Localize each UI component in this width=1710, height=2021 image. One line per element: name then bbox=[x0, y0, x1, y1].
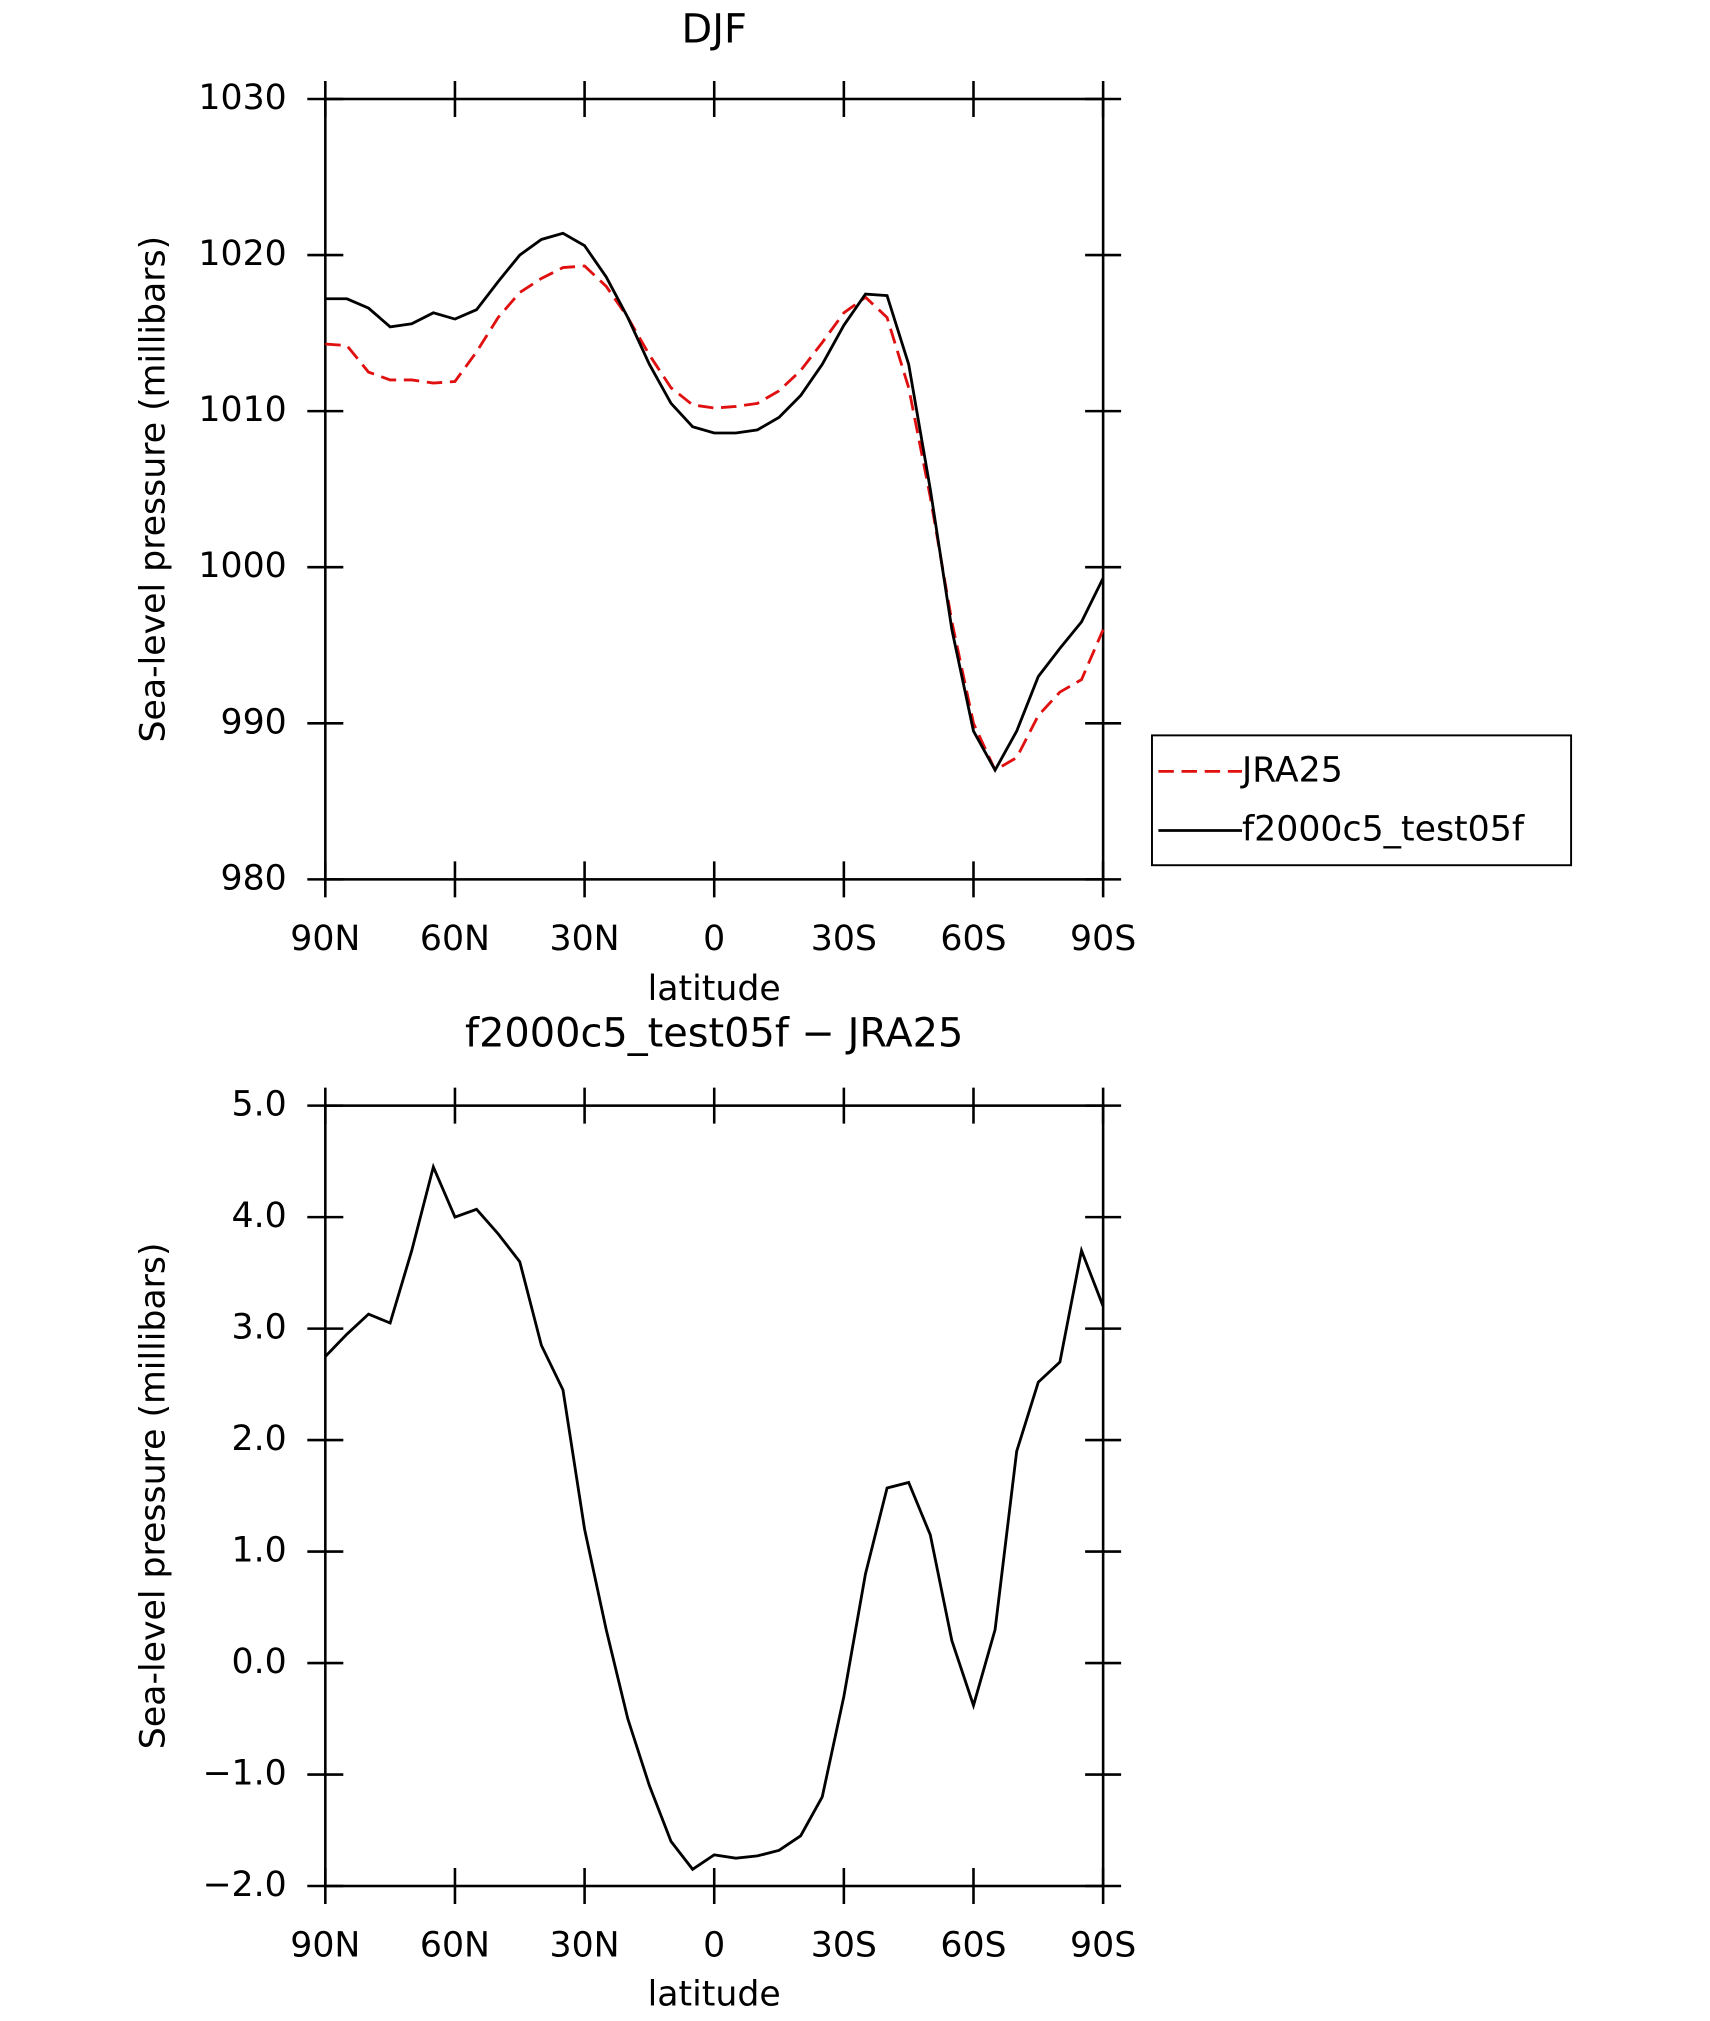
x-tick-label: 30N bbox=[550, 919, 620, 959]
x-tick-label: 90N bbox=[290, 1925, 360, 1965]
x-tick-label: 0 bbox=[703, 1925, 725, 1965]
data-line bbox=[325, 264, 1105, 773]
y-tick-label: 1010 bbox=[198, 390, 286, 430]
x-tick-label: 30S bbox=[811, 919, 877, 959]
x-tick-label: 30N bbox=[550, 1925, 620, 1965]
y-tick-label: −1.0 bbox=[202, 1754, 286, 1794]
y-tick-label: 990 bbox=[221, 702, 287, 742]
y-tick-label: 1030 bbox=[198, 78, 286, 118]
x-tick-label: 90S bbox=[1070, 919, 1136, 959]
y-tick-label: 4.0 bbox=[232, 1196, 287, 1236]
legend-label: f2000c5_test05f bbox=[1242, 810, 1525, 850]
plot-frame bbox=[324, 97, 1105, 881]
x-tick-label: 60S bbox=[940, 1925, 1006, 1965]
y-tick-label: 1000 bbox=[198, 546, 286, 586]
data-line bbox=[324, 1162, 1105, 1872]
data-line bbox=[325, 231, 1105, 774]
y-tick-label: −2.0 bbox=[202, 1865, 286, 1905]
x-tick-label: 60S bbox=[940, 919, 1006, 959]
y-axis-label: Sea-level pressure (millibars) bbox=[133, 1242, 173, 1749]
legend-box bbox=[1151, 734, 1573, 867]
x-tick-label: 60N bbox=[420, 919, 490, 959]
x-tick-label: 60N bbox=[420, 1925, 490, 1965]
y-axis-label: Sea-level pressure (millibars) bbox=[133, 236, 173, 743]
x-tick-label: 30S bbox=[811, 1925, 877, 1965]
y-tick-label: 5.0 bbox=[232, 1085, 287, 1125]
plot-frame bbox=[324, 1104, 1105, 1888]
y-tick-label: 3.0 bbox=[232, 1308, 287, 1348]
legend-label: JRA25 bbox=[1240, 750, 1343, 790]
chart-title: DJF bbox=[682, 7, 747, 53]
x-axis-label: latitude bbox=[648, 1974, 781, 2014]
x-tick-label: 0 bbox=[703, 919, 725, 959]
chart-title: f2000c5_test05f − JRA25 bbox=[465, 1011, 963, 1057]
x-tick-label: 90S bbox=[1070, 1925, 1136, 1965]
y-tick-label: 980 bbox=[221, 858, 287, 898]
y-tick-label: 0.0 bbox=[232, 1642, 287, 1682]
y-tick-label: 2.0 bbox=[232, 1419, 287, 1459]
y-tick-label: 1020 bbox=[198, 234, 286, 274]
x-axis-label: latitude bbox=[648, 969, 781, 1009]
x-tick-label: 90N bbox=[290, 919, 360, 959]
y-tick-label: 1.0 bbox=[232, 1531, 287, 1571]
